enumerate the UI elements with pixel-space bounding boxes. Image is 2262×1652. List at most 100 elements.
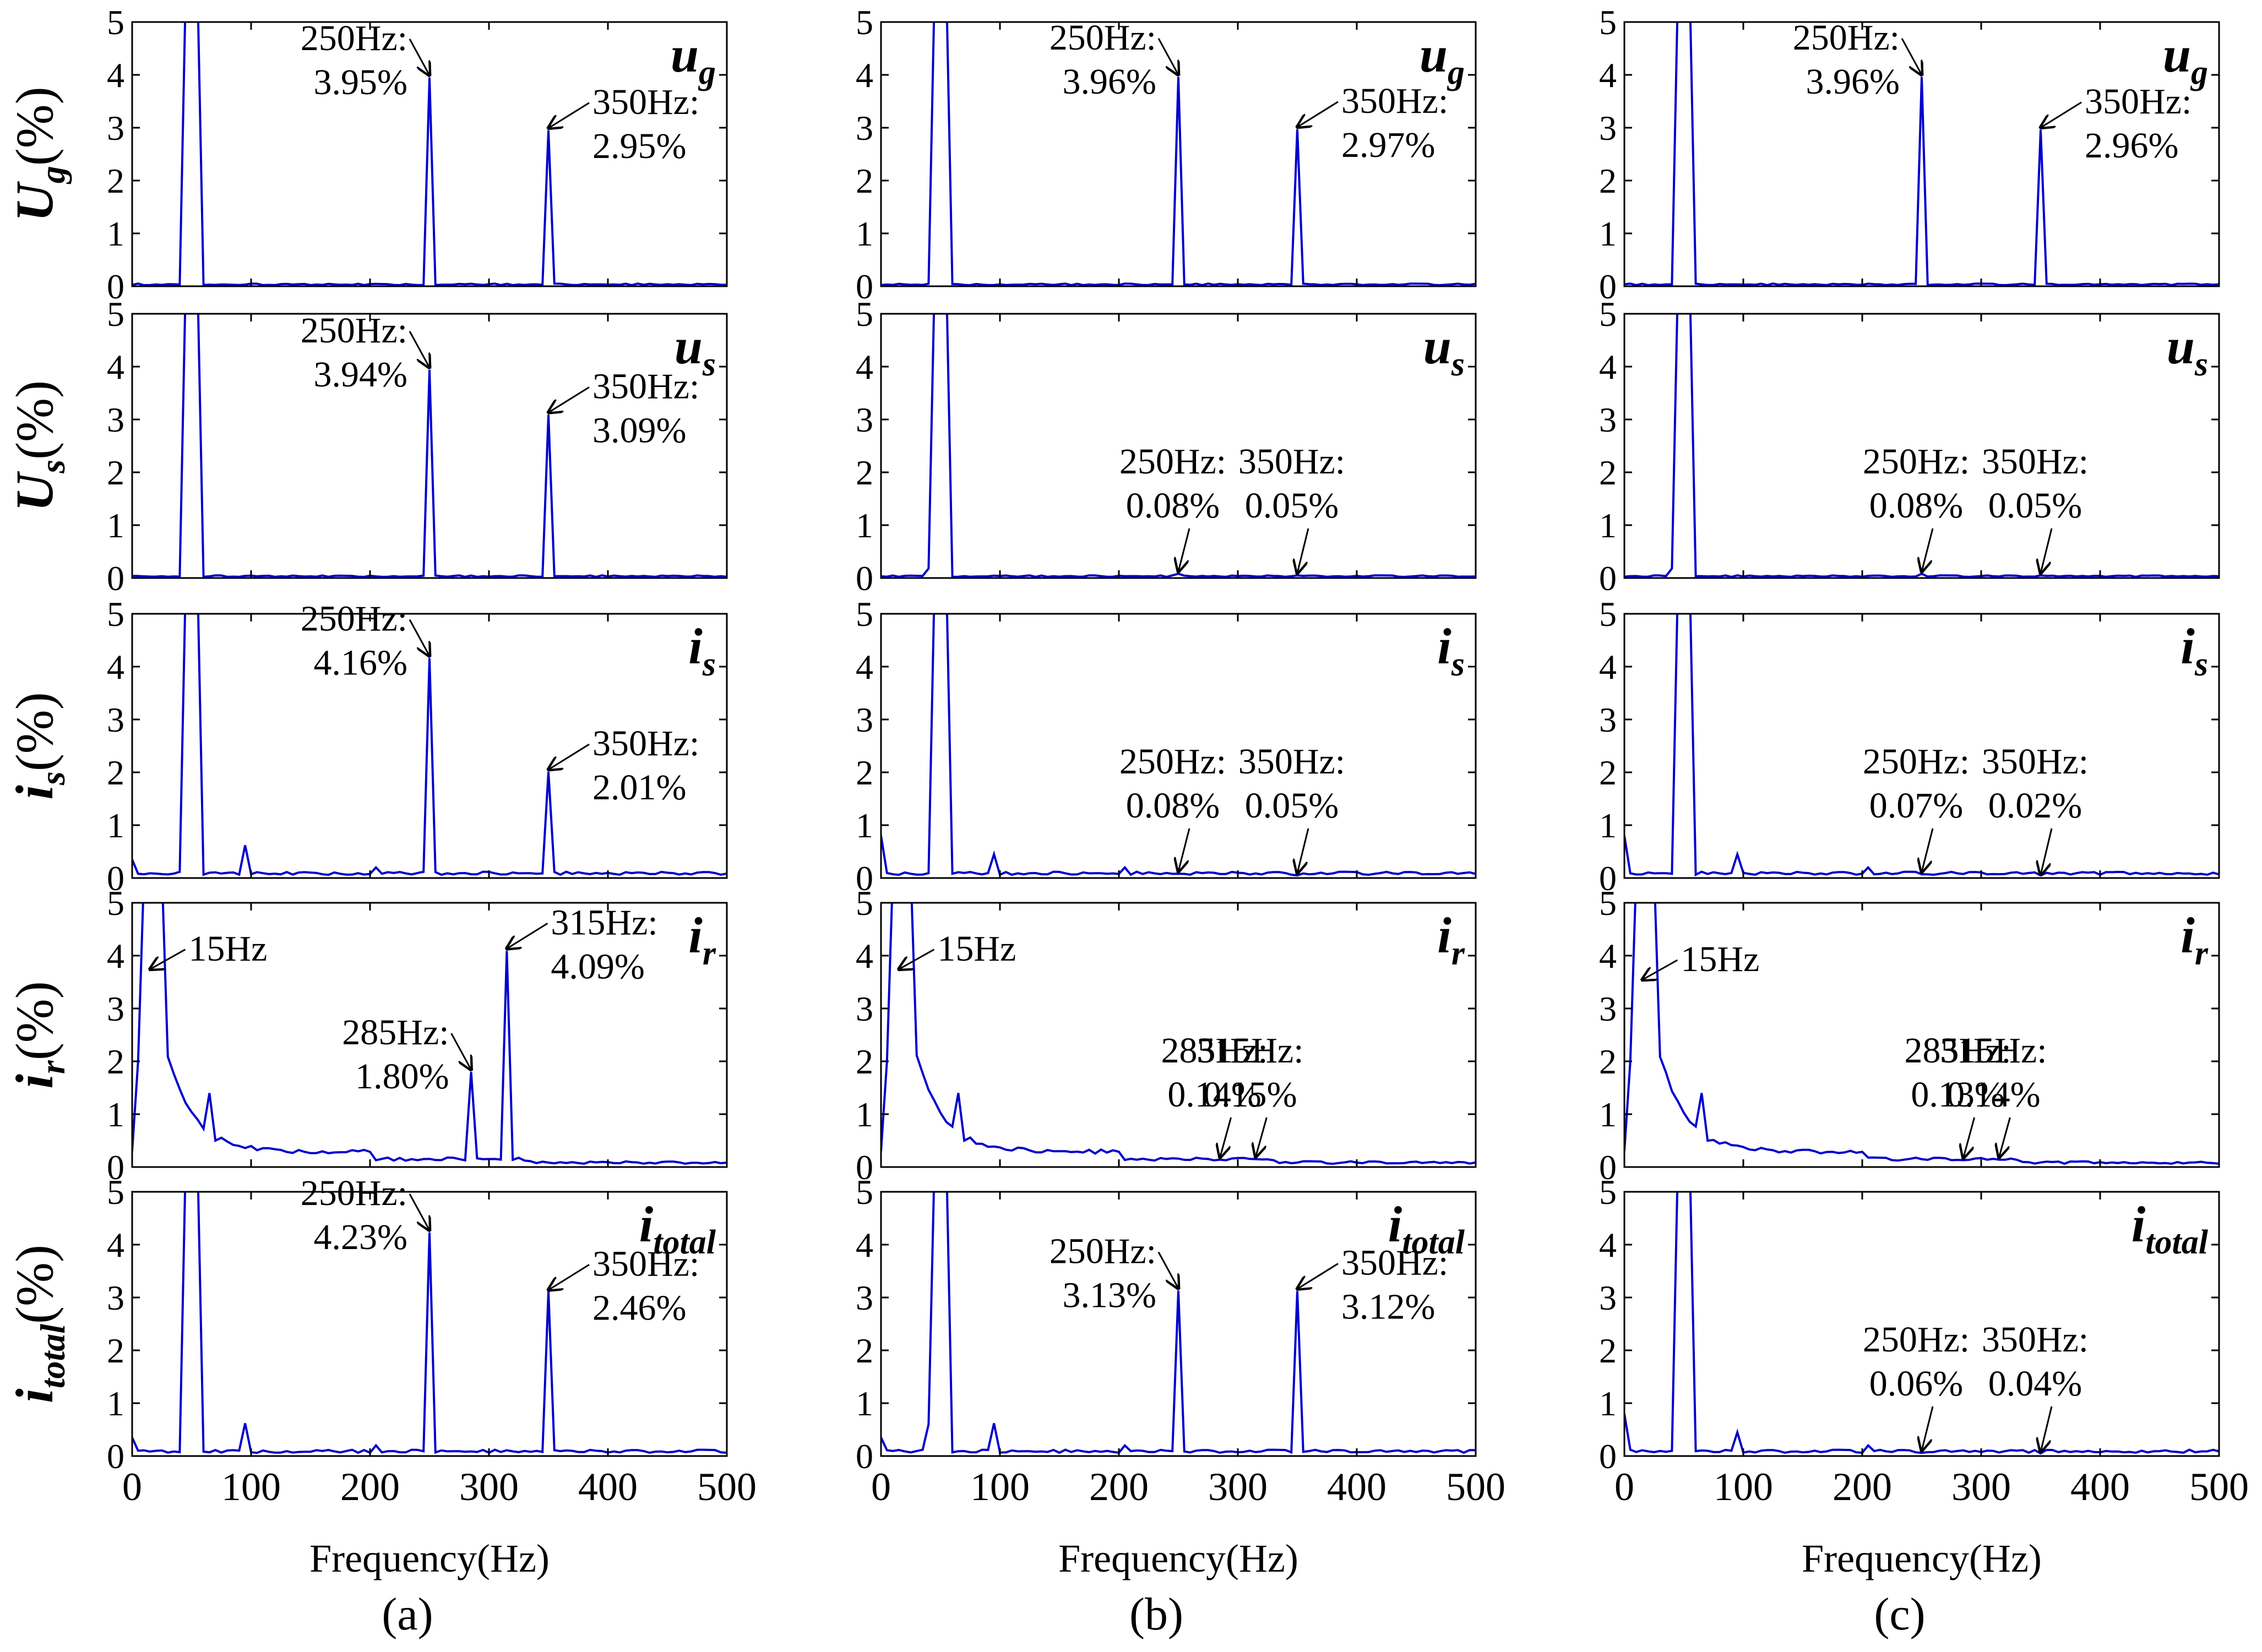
axes-box xyxy=(880,21,1477,287)
annotation-arrow xyxy=(1964,1117,1976,1158)
x-tick-label: 400 xyxy=(578,1465,638,1509)
y-tick-label: 4 xyxy=(856,647,873,686)
y-tick-label: 3 xyxy=(1599,700,1617,739)
annotation-label: 350Hz: 0.05% xyxy=(1238,441,1345,526)
y-tick-label: 5 xyxy=(856,3,873,42)
annotation-label: 250Hz: 0.08% xyxy=(1119,441,1226,526)
annotation-arrow xyxy=(1901,38,1922,75)
axes-box xyxy=(131,313,728,579)
annotation-label: 285Hz: 0.14% xyxy=(1161,1031,1268,1115)
row-ylabel: itotal(%) xyxy=(5,1245,72,1403)
annotation-arrow xyxy=(1297,1263,1339,1289)
y-tick-label: 5 xyxy=(1599,595,1617,634)
series-tag: us xyxy=(1423,318,1465,383)
series-line xyxy=(1624,614,2219,877)
y-tick-label: 1 xyxy=(107,1384,124,1423)
y-tick-label: 5 xyxy=(107,884,124,923)
x-tick-label: 100 xyxy=(970,1465,1030,1509)
y-tick-label: 4 xyxy=(107,56,124,95)
annotation-arrow xyxy=(1642,959,1678,980)
annotation-label: 315Hz: 0.15% xyxy=(1197,1031,1303,1115)
y-tick-label: 1 xyxy=(1599,506,1617,545)
x-tick-label: 300 xyxy=(1208,1465,1268,1509)
annotation-arrow xyxy=(548,386,590,412)
annotation-label: 350Hz: 3.09% xyxy=(592,366,699,450)
axes-box xyxy=(880,1191,1477,1457)
annotation-arrow xyxy=(507,923,548,948)
annotation-arrow xyxy=(1157,1251,1178,1289)
y-tick-label: 1 xyxy=(856,1095,873,1134)
y-tick-label: 1 xyxy=(1599,1095,1617,1134)
annotation-label: 15Hz xyxy=(937,929,1016,969)
annotation-label: 350Hz: 0.04% xyxy=(1982,1320,2089,1404)
annotation-label: 250Hz: 4.16% xyxy=(301,599,407,683)
annotation-label: 250Hz: 0.07% xyxy=(1863,742,1970,826)
panel-b-row-3: 0 1 2 3 4 5 is 250Hz: 0.08%350Hz: 0.05% xyxy=(856,595,1477,898)
y-tick-label: 0 xyxy=(107,559,124,598)
y-tick-label: 1 xyxy=(107,506,124,545)
y-tick-label: 2 xyxy=(107,753,124,792)
series-line xyxy=(1624,1192,2219,1455)
panel-c-row-4: 0 1 2 3 4 5 ir 15Hz 285Hz: 0.13%315Hz: 0.14% xyxy=(1599,884,2220,1187)
series-tag: is xyxy=(1437,618,1465,683)
series-tag: us xyxy=(2167,318,2208,383)
y-tick-label: 2 xyxy=(1599,453,1617,492)
y-tick-label: 2 xyxy=(856,753,873,792)
annotation-arrow xyxy=(1157,38,1178,75)
series-tag: ir xyxy=(1437,907,1465,972)
panel-b-row-2: 0 1 2 3 4 5 us 250Hz: 0.08%350Hz: 0.05% xyxy=(856,295,1477,598)
series-tag: ug xyxy=(1420,26,1465,91)
y-tick-label: 3 xyxy=(107,700,124,739)
annotation-label: 15Hz xyxy=(188,929,267,969)
y-tick-label: 3 xyxy=(856,400,873,439)
annotation-arrow xyxy=(150,948,186,969)
annotation-arrow xyxy=(1178,828,1190,871)
y-tick-label: 3 xyxy=(1599,108,1617,148)
y-tick-label: 2 xyxy=(107,161,124,200)
y-tick-label: 3 xyxy=(107,400,124,439)
y-tick-label: 0 xyxy=(1599,859,1617,898)
annotation-label: 250Hz: 3.94% xyxy=(301,310,407,395)
y-tick-label: 2 xyxy=(107,453,124,492)
annotation-label: 250Hz: 0.08% xyxy=(1863,441,1970,526)
y-tick-label: 5 xyxy=(107,1173,124,1212)
annotation-label: 315Hz: 0.14% xyxy=(1940,1031,2047,1115)
y-tick-label: 1 xyxy=(107,806,124,845)
series-line xyxy=(132,903,727,1165)
column-label: (b) xyxy=(1129,1589,1183,1640)
panel-a-row-1: 0 1 2 3 4 5 ug 250Hz: 3.95% 350Hz: 2.95% xyxy=(107,3,728,306)
y-tick-label: 2 xyxy=(856,1331,873,1370)
y-tick-label: 5 xyxy=(1599,1173,1617,1212)
y-tick-label: 2 xyxy=(1599,1042,1617,1081)
x-tick-label: 300 xyxy=(459,1465,519,1509)
series-tag: ug xyxy=(2163,26,2208,91)
panel-b-row-4: 0 1 2 3 4 5 ir 15Hz 285Hz: 0.14%315Hz: 0.15% xyxy=(856,884,1477,1187)
annotation-arrow xyxy=(548,102,590,128)
x-tick-label: 500 xyxy=(1446,1465,1505,1509)
annotation-label: 250Hz: 3.13% xyxy=(1050,1231,1156,1316)
y-tick-label: 0 xyxy=(1599,267,1617,306)
panel-c-row-5: 0 1 2 3 4 5 0 100 200 300 400 500 itotal 250Hz: 0.06%3… xyxy=(1599,1173,2249,1509)
y-tick-label: 4 xyxy=(856,347,873,386)
x-axis-label: Frequency(Hz) xyxy=(309,1536,550,1580)
annotation-label: 250Hz: 3.96% xyxy=(1050,18,1156,102)
y-tick-label: 3 xyxy=(107,989,124,1028)
panel-a-row-4: 0 1 2 3 4 5 ir 15Hz 285Hz: 1.80% 315Hz: 4.09% xyxy=(107,884,728,1187)
y-tick-label: 2 xyxy=(1599,1331,1617,1370)
annotation-label: 285Hz: 0.13% xyxy=(1904,1031,2011,1115)
annotation-label: 250Hz: 0.06% xyxy=(1863,1320,1970,1404)
y-tick-label: 0 xyxy=(856,1148,873,1187)
axes-box xyxy=(880,613,1477,879)
row-ylabel: Ug(%) xyxy=(5,86,72,221)
y-tick-label: 3 xyxy=(107,1278,124,1317)
series-line xyxy=(1624,903,2219,1165)
annotation-arrow xyxy=(450,1033,471,1070)
y-tick-label: 5 xyxy=(856,295,873,334)
annotation-arrow xyxy=(2041,1406,2053,1452)
annotation-arrow xyxy=(1255,1117,1268,1157)
y-tick-label: 4 xyxy=(107,936,124,975)
axes-box xyxy=(1623,902,2220,1168)
series-line xyxy=(1624,314,2219,578)
y-tick-label: 4 xyxy=(856,936,873,975)
axes-box xyxy=(1623,313,2220,579)
